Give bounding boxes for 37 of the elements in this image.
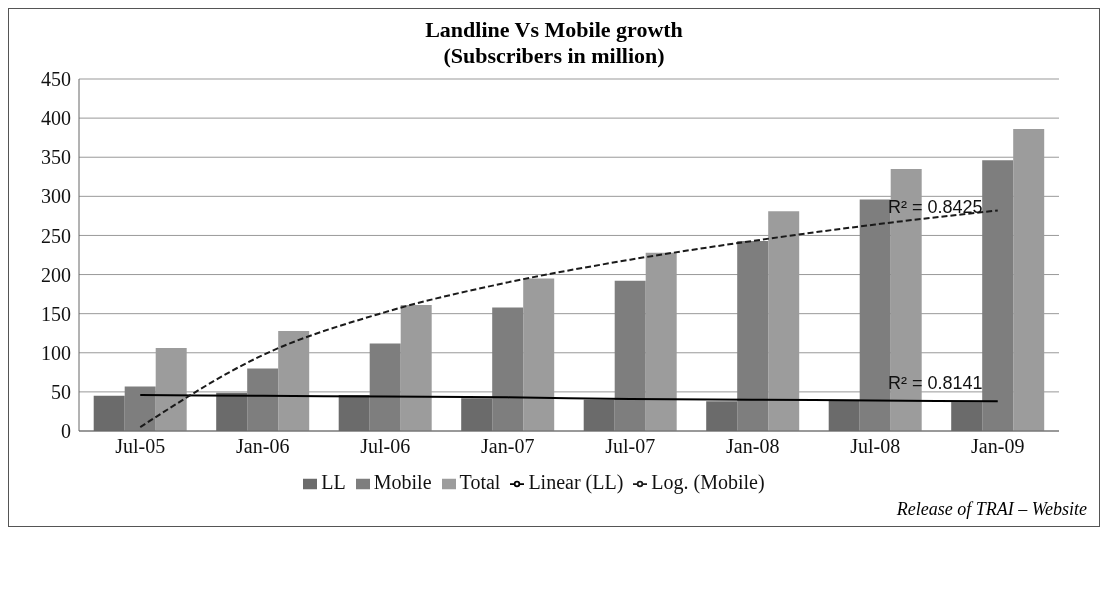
y-tick-label: 150 bbox=[41, 302, 71, 325]
x-tick-label: Jan-08 bbox=[726, 435, 780, 458]
chart-title: Landline Vs Mobile growth bbox=[424, 17, 684, 43]
bar bbox=[492, 307, 524, 431]
bar bbox=[247, 368, 279, 431]
y-tick-label: 50 bbox=[51, 380, 71, 403]
legend-label: LL bbox=[321, 471, 346, 493]
x-tick-label: Jan-06 bbox=[236, 435, 290, 458]
bar bbox=[124, 386, 156, 431]
bar bbox=[982, 160, 1014, 431]
x-tick-label: Jul-07 bbox=[605, 435, 656, 458]
legend-label: Mobile bbox=[373, 471, 432, 493]
x-tick-label: Jan-07 bbox=[481, 435, 535, 458]
annotation: R² = 0.8141 bbox=[887, 372, 983, 393]
bar bbox=[737, 240, 769, 431]
legend-label: Log. (Mobile) bbox=[651, 471, 765, 493]
y-tick-label: 100 bbox=[41, 341, 71, 364]
y-tick-label: 450 bbox=[41, 68, 71, 91]
annotation: R² = 0.8425 bbox=[887, 196, 983, 217]
y-tick-label: 300 bbox=[41, 185, 71, 208]
x-tick-label: Jul-06 bbox=[360, 435, 411, 458]
x-tick-label: Jul-05 bbox=[115, 435, 166, 458]
chart-subtitle: (Subscribers in million) bbox=[442, 43, 666, 69]
y-tick-label: 350 bbox=[41, 146, 71, 169]
y-tick-label: 400 bbox=[41, 107, 71, 130]
bar bbox=[369, 343, 401, 431]
legend-label: Total bbox=[459, 471, 501, 493]
y-tick-label: 0 bbox=[61, 420, 71, 443]
legend-label: Linear (LL) bbox=[528, 471, 624, 493]
y-tick-label: 250 bbox=[41, 224, 71, 247]
y-tick-label: 200 bbox=[41, 263, 71, 286]
text: Release of TRAI – Website bbox=[895, 499, 1088, 521]
bar bbox=[859, 199, 891, 431]
bar bbox=[614, 280, 646, 431]
line-series bbox=[139, 394, 999, 403]
x-tick-label: Jul-08 bbox=[850, 435, 901, 458]
x-tick-label: Jan-09 bbox=[971, 435, 1025, 458]
